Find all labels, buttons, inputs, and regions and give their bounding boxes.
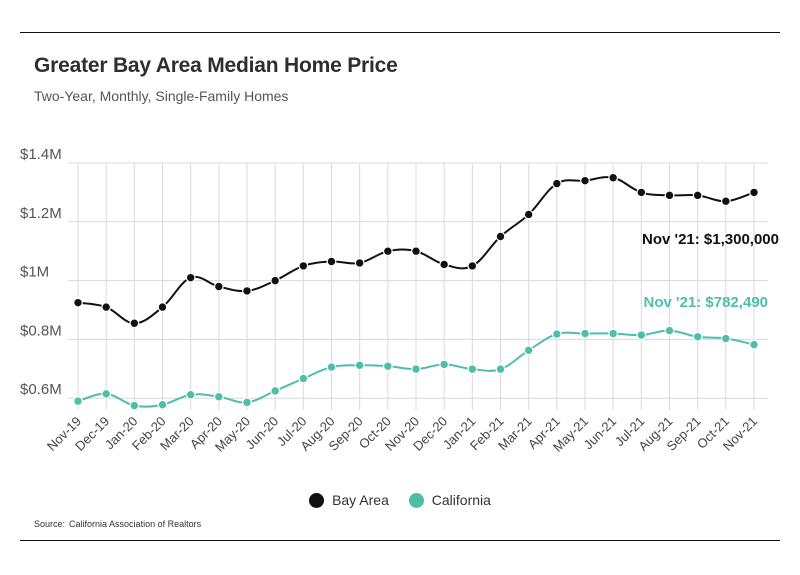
legend-item-california[interactable]: California (408, 492, 491, 508)
line-chart: $0.6M$0.8M$1M$1.2M$1.4MNov-19Dec-19Jan-2… (20, 146, 779, 455)
legend-label-california: California (431, 492, 491, 508)
data-point-california (101, 388, 112, 399)
data-point-california (185, 389, 196, 400)
data-point-california (354, 360, 365, 371)
annotation-bay-area: Nov '21: $1,300,000 (642, 231, 779, 248)
data-point-bay-area (551, 178, 562, 189)
chart-subtitle: Two-Year, Monthly, Single-Family Homes (34, 88, 289, 104)
data-point-california (213, 391, 224, 402)
source-text: California Association of Realtors (69, 519, 202, 529)
data-point-bay-area (439, 259, 450, 270)
x-tick-label: Jun-21 (581, 414, 620, 453)
legend-marker-california (408, 492, 424, 508)
y-tick-label: $1.2M (20, 205, 62, 222)
data-point-california (523, 345, 534, 356)
data-point-bay-area (185, 272, 196, 283)
bottom-rule (20, 540, 780, 541)
legend-item-bay-area[interactable]: Bay Area (309, 492, 389, 508)
data-point-bay-area (73, 297, 83, 308)
data-point-california (467, 364, 478, 375)
data-point-california (73, 396, 83, 407)
data-point-bay-area (720, 196, 731, 207)
data-point-bay-area (636, 187, 647, 198)
data-point-california (551, 329, 562, 340)
data-point-california (411, 364, 421, 375)
top-rule (20, 32, 780, 33)
data-point-bay-area (495, 231, 506, 242)
y-tick-label: $0.8M (20, 322, 62, 339)
data-point-california (664, 325, 675, 336)
data-point-bay-area (580, 175, 590, 186)
chart-title: Greater Bay Area Median Home Price (34, 54, 398, 77)
data-point-bay-area (326, 256, 337, 267)
data-point-bay-area (354, 258, 365, 268)
data-point-california (129, 400, 140, 411)
data-point-bay-area (523, 209, 534, 220)
data-point-california (636, 330, 647, 340)
data-point-california (580, 328, 590, 339)
data-point-bay-area (157, 302, 168, 312)
data-point-california (495, 364, 506, 375)
annotation-california: Nov '21: $782,490 (644, 294, 768, 311)
legend-marker-bay-area (309, 492, 325, 508)
data-point-california (608, 328, 619, 339)
data-point-california (439, 359, 450, 370)
data-point-california (326, 362, 337, 372)
legend: Bay Area California (0, 492, 800, 511)
data-point-bay-area (664, 190, 675, 201)
data-point-california (270, 385, 281, 396)
data-point-bay-area (242, 286, 252, 296)
data-point-california (157, 399, 168, 410)
data-point-bay-area (101, 302, 112, 312)
data-point-california (749, 339, 759, 350)
data-point-bay-area (467, 261, 478, 271)
data-point-bay-area (608, 172, 619, 183)
y-tick-label: $1M (20, 264, 49, 281)
data-point-bay-area (692, 190, 703, 201)
data-point-california (382, 361, 393, 372)
source-note: Source: California Association of Realtor… (34, 519, 201, 529)
data-point-bay-area (213, 281, 224, 292)
data-point-bay-area (129, 318, 140, 329)
data-point-california (298, 373, 309, 384)
data-point-bay-area (411, 246, 421, 257)
data-point-california (692, 331, 703, 342)
source-label: Source: (34, 519, 66, 529)
data-point-bay-area (270, 275, 281, 286)
data-point-california (720, 333, 731, 344)
data-point-bay-area (382, 246, 393, 257)
data-point-bay-area (749, 187, 759, 198)
y-tick-label: $0.6M (20, 381, 62, 398)
legend-label-bay-area: Bay Area (332, 492, 389, 508)
x-tick-label: Jun-20 (243, 414, 282, 453)
y-tick-label: $1.4M (20, 146, 62, 163)
data-point-california (242, 397, 252, 408)
data-point-bay-area (298, 261, 309, 271)
